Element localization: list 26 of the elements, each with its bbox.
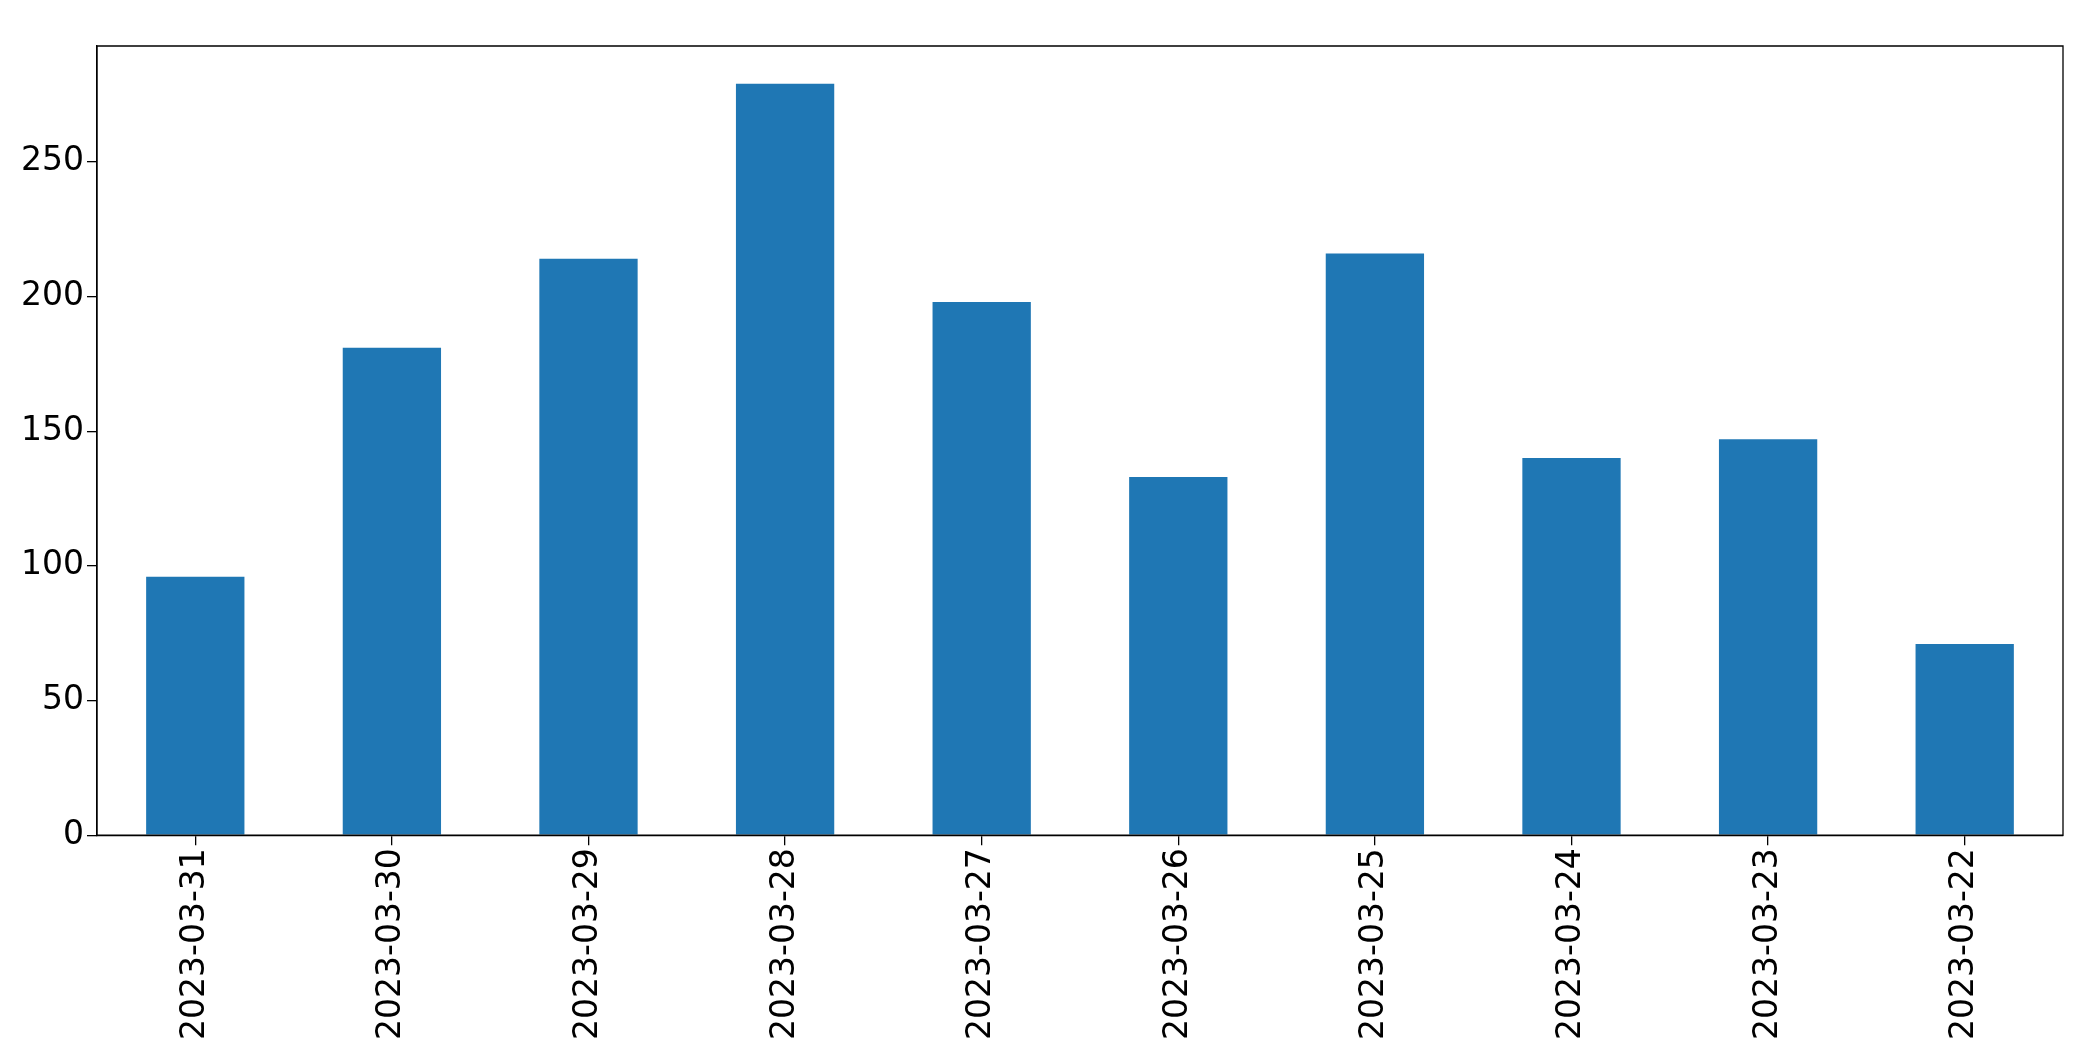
x-tick-label: 2023-03-30 [369,848,409,1040]
bar [342,347,442,835]
bar [735,83,835,835]
bar [932,301,1031,835]
bar [1915,643,2014,835]
y-tick-label: 0 [62,812,84,852]
y-tick-label: 200 [20,274,84,314]
x-tick-label: 2023-03-27 [959,848,999,1040]
bar [1325,253,1425,835]
y-tick-label: 100 [20,543,84,583]
bar [1522,458,1621,835]
bar [1129,476,1228,835]
x-tick-label: 2023-03-25 [1352,848,1392,1040]
x-tick-label: 2023-03-29 [566,848,606,1040]
x-tick-label: 2023-03-24 [1549,848,1589,1040]
x-tick-label: 2023-03-31 [172,848,212,1040]
x-tick-label: 2023-03-22 [1942,848,1982,1040]
x-tick-label: 2023-03-28 [762,848,802,1040]
x-tick-label: 2023-03-23 [1745,848,1785,1040]
y-tick-label: 150 [20,408,84,448]
y-tick-label: 250 [20,139,84,179]
x-tick-label: 2023-03-26 [1155,848,1195,1040]
y-tick-label: 50 [41,678,84,718]
bar [539,258,638,835]
bar [1718,439,1818,835]
bar [146,576,245,835]
